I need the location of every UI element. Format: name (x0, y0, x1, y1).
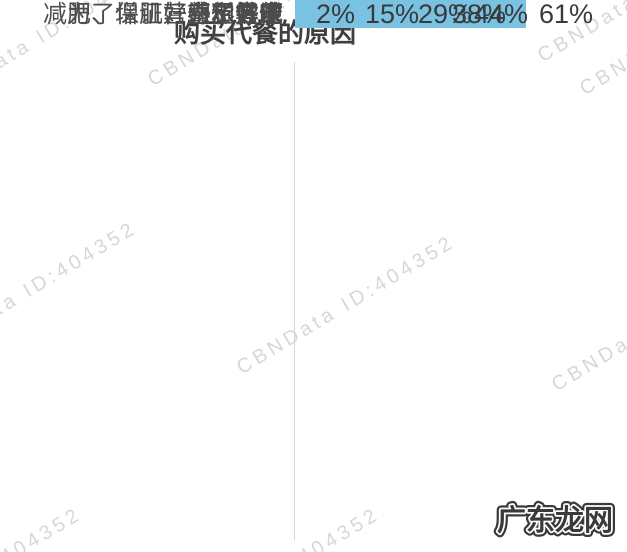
site-logo-text: 广东龙网 (497, 503, 613, 537)
watermark-text: CBNData ID:404352 (0, 217, 141, 365)
watermark-text: CBNData ID:404352 (548, 248, 627, 396)
watermark-text: CBNData ID:404352 (158, 503, 384, 552)
watermark-text: CBNData ID:404352 (0, 503, 86, 552)
category-label: 感觉好吃 (187, 1, 283, 28)
chart-row: 其他 2% (0, 0, 627, 29)
value-label: 61% (539, 0, 594, 29)
site-logo: 广东龙网 广东龙网 (493, 499, 617, 541)
category-label: 好奇想尝试 (163, 1, 283, 28)
chart-row: 感觉好吃 15% (0, 0, 627, 29)
category-label: 减肥、增肌、塑形需求 (43, 1, 283, 28)
value-label: 29% (418, 0, 473, 29)
value-label: 44% (474, 0, 529, 29)
value-label: 2% (316, 0, 356, 29)
value-label: 38% (452, 0, 507, 29)
site-logo-outline: 广东龙网 (497, 503, 613, 537)
category-label: 为了方便 (187, 1, 283, 28)
y-axis-line (294, 62, 295, 540)
bar (295, 0, 352, 28)
category-label: 为了保证营养和健康 (67, 1, 283, 28)
value-label: 15% (365, 0, 420, 29)
bar (295, 0, 303, 28)
watermark-text: CBNData ID:404352 (233, 231, 459, 379)
category-label: 其他 (235, 1, 283, 28)
